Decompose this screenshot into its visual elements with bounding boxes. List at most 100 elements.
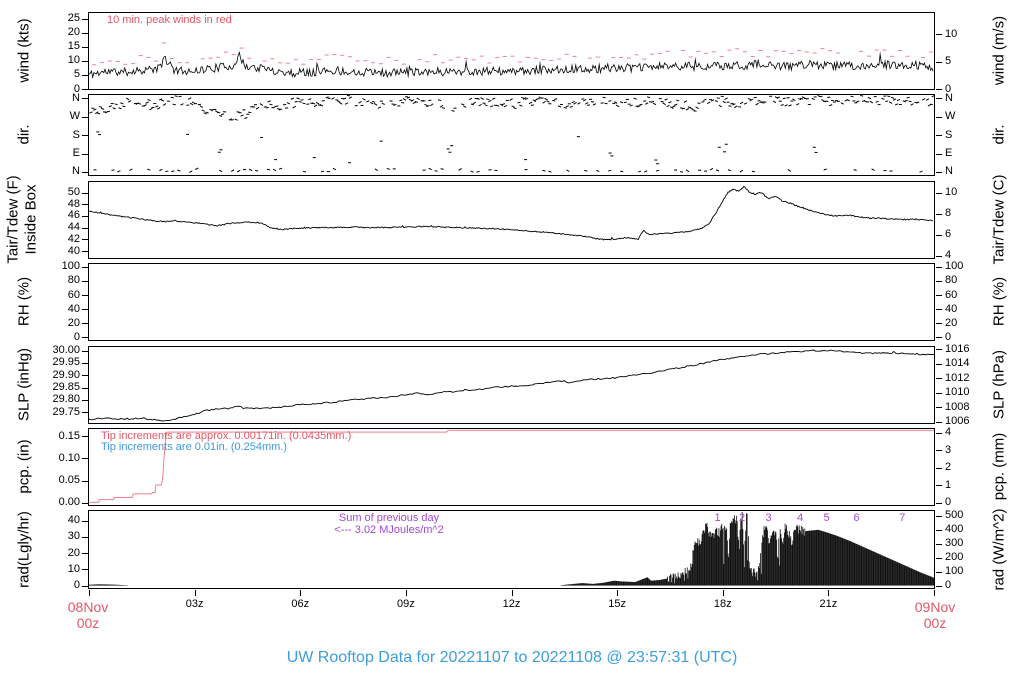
panel-pressure bbox=[88, 346, 935, 424]
y-tick-mark-left bbox=[82, 480, 88, 482]
y-tick-label-right: 0 bbox=[945, 330, 952, 343]
y-tick-mark-left bbox=[82, 239, 88, 241]
y-tick-label-right: 0 bbox=[945, 82, 952, 95]
y-tick-label-right: 100 bbox=[945, 260, 964, 273]
y-tick-label-left: 29.85 bbox=[52, 381, 80, 393]
y-tick-label-left: 0.00 bbox=[58, 496, 80, 509]
y-tick-label-left: 0.05 bbox=[58, 474, 80, 487]
panel-precipitation: Tip increments are approx. 0.00171in. (0… bbox=[88, 428, 935, 506]
y-tick-label-right: 500 bbox=[945, 509, 964, 522]
y-tick-mark-right bbox=[936, 485, 942, 487]
rad-hour-sum-marker: 1 bbox=[714, 512, 721, 524]
y-tick-mark-left bbox=[82, 569, 88, 571]
rad-hour-sum-marker: 2 bbox=[739, 512, 746, 524]
y-tick-label-right: 1012 bbox=[945, 371, 970, 384]
y-tick-mark-left bbox=[82, 98, 88, 100]
pcp-plot-canvas bbox=[89, 429, 934, 505]
y-tick-mark-left bbox=[82, 337, 88, 339]
y-tick-label-right: 6 bbox=[945, 228, 952, 241]
y-tick-label-right: 5 bbox=[945, 55, 952, 68]
y-tick-label-right: 10 bbox=[945, 186, 958, 198]
y-tick-mark-right bbox=[936, 234, 942, 236]
y-tick-label-left: 29.95 bbox=[52, 356, 80, 369]
rad-hour-sum-marker: 7 bbox=[899, 512, 906, 524]
y-tick-label-left: 60 bbox=[67, 288, 80, 301]
rad-hour-sum-marker: 3 bbox=[765, 512, 772, 524]
y-tick-label-right: 300 bbox=[945, 537, 964, 550]
y-tick-mark-left bbox=[82, 46, 88, 48]
x-tick-mark bbox=[405, 590, 407, 596]
y-tick-mark-right bbox=[936, 323, 942, 325]
y-axis-title-rad-right: rad (W/m^2) bbox=[990, 508, 1008, 591]
pcp-tip-note-red: Tip increments are approx. 0.00171in. (0… bbox=[101, 430, 352, 442]
x-axis-end-date-hour: 00z bbox=[923, 615, 947, 631]
panel-radiation: Sum of previous day <--- 3.02 MJoules/m^… bbox=[88, 510, 935, 589]
y-tick-label-right: 20 bbox=[945, 316, 958, 329]
y-tick-mark-left bbox=[82, 280, 88, 282]
y-tick-label-left: 20 bbox=[67, 546, 80, 559]
tair-plot-canvas bbox=[89, 182, 934, 258]
y-tick-mark-left bbox=[82, 362, 88, 364]
y-tick-label-right: S bbox=[945, 128, 953, 141]
y-tick-label-left: S bbox=[72, 128, 80, 141]
y-tick-label-left: 42 bbox=[67, 232, 80, 245]
y-tick-mark-right bbox=[936, 515, 942, 517]
y-tick-mark-left bbox=[82, 295, 88, 296]
x-tick-label: 15z bbox=[608, 598, 626, 610]
y-axis-title-rad-left: rad(Lgly/hr) bbox=[15, 511, 33, 588]
y-tick-mark-right bbox=[936, 571, 942, 573]
y-tick-mark-left bbox=[82, 89, 88, 90]
x-tick-mark bbox=[511, 590, 513, 596]
panel-direction bbox=[88, 94, 935, 176]
y-tick-mark-right bbox=[936, 153, 942, 155]
y-tick-mark-right bbox=[936, 116, 942, 118]
y-tick-mark-left bbox=[82, 116, 88, 118]
x-tick-mark bbox=[194, 590, 196, 596]
x-tick-label: 09z bbox=[397, 598, 415, 610]
y-tick-mark-right bbox=[936, 407, 942, 409]
pcp-tip-note-blue: Tip increments are 0.01in. (0.254mm.) bbox=[101, 441, 288, 453]
wind-plot-canvas bbox=[89, 13, 934, 89]
y-tick-mark-right bbox=[936, 392, 942, 394]
y-tick-mark-right bbox=[936, 61, 942, 63]
y-tick-label-right: 10 bbox=[945, 27, 958, 40]
y-tick-label-right: N bbox=[945, 165, 953, 178]
y-tick-label-right: 40 bbox=[945, 302, 958, 315]
y-tick-label-right: 0 bbox=[945, 579, 952, 592]
y-tick-mark-right bbox=[936, 255, 942, 257]
y-tick-label-left: 40 bbox=[67, 514, 80, 527]
panel-temperature bbox=[88, 181, 935, 259]
y-tick-label-left: 0 bbox=[73, 330, 80, 343]
y-tick-label-left: W bbox=[69, 110, 80, 122]
rh-plot-canvas bbox=[89, 264, 934, 340]
y-tick-mark-left bbox=[82, 215, 88, 217]
y-tick-label-left: N bbox=[72, 165, 80, 178]
y-tick-mark-right bbox=[936, 529, 942, 531]
y-tick-label-right: 1006 bbox=[945, 415, 970, 428]
x-tick-mark bbox=[300, 590, 302, 596]
y-tick-mark-left bbox=[82, 135, 88, 136]
x-tick-mark bbox=[722, 590, 724, 596]
y-tick-mark-left bbox=[82, 251, 88, 252]
rad-sum-note-line2: <--- 3.02 MJoules/m^2 bbox=[334, 524, 444, 536]
y-tick-label-left: 29.75 bbox=[52, 405, 80, 418]
y-tick-mark-left bbox=[82, 266, 88, 268]
y-tick-mark-left bbox=[82, 323, 88, 325]
y-tick-label-left: E bbox=[72, 147, 80, 159]
y-tick-mark-right bbox=[936, 171, 942, 173]
y-tick-label-right: E bbox=[945, 147, 953, 159]
y-tick-mark-left bbox=[82, 74, 88, 76]
dir-plot-canvas bbox=[89, 95, 934, 175]
y-tick-mark-right bbox=[936, 192, 942, 194]
y-tick-mark-right bbox=[936, 34, 942, 36]
y-tick-label-left: 20 bbox=[67, 26, 80, 39]
rad-plot-canvas bbox=[89, 511, 934, 588]
y-tick-label-left: 40 bbox=[67, 244, 80, 257]
slp-plot-canvas bbox=[89, 347, 934, 423]
y-tick-label-right: 400 bbox=[945, 523, 964, 536]
x-tick-label: 03z bbox=[185, 598, 204, 610]
y-tick-label-left: 0 bbox=[73, 579, 80, 592]
y-tick-mark-left bbox=[82, 387, 88, 389]
y-tick-label-left: 20 bbox=[67, 316, 80, 329]
